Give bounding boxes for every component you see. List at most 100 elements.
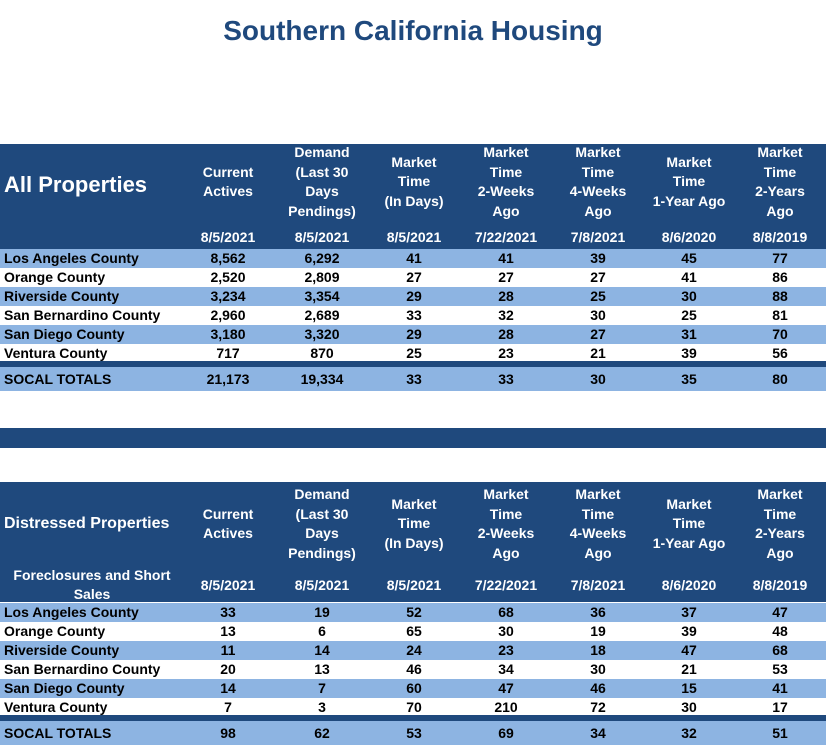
- cell-value: 88: [772, 288, 788, 304]
- county-name: San Diego County: [4, 680, 125, 696]
- totals-label: SOCAL TOTALS: [4, 371, 112, 387]
- column-header: Market Time 1-Year Ago: [652, 153, 726, 209]
- cell-value: 39: [681, 345, 697, 361]
- cell-value: 7: [224, 699, 232, 715]
- cell-value: 3,234: [210, 288, 246, 304]
- cell-value: 77: [772, 250, 788, 266]
- cell-value: 46: [406, 661, 422, 677]
- column-date: 8/5/2021: [294, 577, 350, 593]
- cell-value: 28: [498, 326, 514, 342]
- cell-value: 25: [681, 307, 697, 323]
- cell-value: 210: [494, 699, 518, 715]
- cell-value: 21: [681, 661, 697, 677]
- cell-value: 14: [314, 642, 330, 658]
- county-name: San Diego County: [4, 326, 125, 342]
- page-title: Southern California Housing: [223, 15, 603, 46]
- column-date: 7/22/2021: [474, 577, 538, 593]
- totals-row: SOCAL TOTALS 21,173 19,334 33 33 30 35 80: [0, 367, 826, 391]
- table-row: Los Angeles County 8,562 6,292 41 41 39 45 77: [0, 249, 826, 268]
- cell-value: 17: [772, 699, 788, 715]
- totals-separator: [0, 715, 826, 721]
- cell-value: 37: [681, 604, 697, 620]
- cell-value: 3: [318, 699, 326, 715]
- cell-value: 53: [772, 661, 788, 677]
- table-row: San Bernardino County 20 13 46 34 30 21 53: [0, 660, 826, 679]
- table-row: Riverside County 11 14 24 23 18 47 68: [0, 641, 826, 660]
- column-header: Current Actives: [202, 505, 254, 542]
- totals-label: SOCAL TOTALS: [4, 725, 112, 741]
- cell-value: 60: [406, 680, 422, 696]
- cell-value: 30: [590, 307, 606, 323]
- cell-value: 19: [590, 623, 606, 639]
- cell-value: 3,354: [304, 288, 340, 304]
- column-header: Market Time 2-Years Ago: [755, 144, 805, 219]
- cell-value: 2,689: [304, 307, 340, 323]
- column-date: 7/8/2021: [570, 577, 626, 593]
- column-date: 8/8/2019: [752, 229, 808, 245]
- cell-value: 25: [590, 288, 606, 304]
- cell-value: 56: [772, 345, 788, 361]
- cell-value: 30: [498, 623, 514, 639]
- column-header: Demand (Last 30 Days Pendings): [288, 486, 356, 561]
- column-header: Market Time (In Days): [384, 153, 444, 209]
- table-row: Los Angeles County 33 19 52 68 36 37 47: [0, 603, 826, 622]
- county-name: Orange County: [4, 623, 106, 639]
- table-row: San Diego County 3,180 3,320 29 28 27 31 70: [0, 325, 826, 344]
- column-header: Market Time 2-Weeks Ago: [477, 144, 535, 219]
- cell-value: 45: [681, 250, 697, 266]
- table-row: Ventura County 717 870 25 23 21 39 56: [0, 344, 826, 363]
- column-date: 8/5/2021: [386, 577, 442, 593]
- column-header: Current Actives: [202, 163, 254, 200]
- cell-value: 70: [772, 326, 788, 342]
- cell-value: 3,180: [210, 326, 246, 342]
- county-name: San Bernardino County: [4, 307, 161, 323]
- column-date: 8/5/2021: [294, 229, 350, 245]
- cell-value: 41: [772, 680, 788, 696]
- cell-value: 27: [406, 269, 422, 285]
- totals-separator: [0, 361, 826, 367]
- section-divider: [0, 428, 826, 448]
- cell-value: 41: [406, 250, 422, 266]
- cell-value: 47: [681, 642, 697, 658]
- cell-value: 11: [220, 642, 236, 658]
- cell-value: 29: [406, 288, 422, 304]
- column-date: 8/5/2021: [386, 229, 442, 245]
- column-date: 8/5/2021: [200, 577, 256, 593]
- column-date: 8/6/2020: [661, 229, 717, 245]
- cell-value: 30: [681, 288, 697, 304]
- cell-value: 70: [406, 699, 422, 715]
- total-value: 30: [590, 371, 606, 387]
- cell-value: 29: [406, 326, 422, 342]
- cell-value: 68: [772, 642, 788, 658]
- county-name: San Bernardino County: [4, 661, 161, 677]
- cell-value: 30: [681, 699, 697, 715]
- column-date: 8/8/2019: [752, 577, 808, 593]
- cell-value: 39: [681, 623, 697, 639]
- cell-value: 14: [220, 680, 236, 696]
- cell-value: 8,562: [210, 250, 246, 266]
- column-date: 8/5/2021: [200, 229, 256, 245]
- cell-value: 48: [772, 623, 788, 639]
- cell-value: 7: [318, 680, 326, 696]
- column-header: Market Time 4-Weeks Ago: [569, 486, 627, 561]
- total-value: 69: [498, 725, 514, 741]
- county-name: Orange County: [4, 269, 106, 285]
- total-value: 32: [681, 725, 697, 741]
- distressed-subheading: Foreclosures and Short Sales: [13, 567, 171, 602]
- cell-value: 86: [772, 269, 788, 285]
- cell-value: 2,809: [304, 269, 340, 285]
- all-properties-header: All Properties Current Actives 8/5/2021 De…: [0, 144, 826, 249]
- column-header: Market Time 2-Years Ago: [755, 486, 805, 561]
- total-value: 33: [498, 371, 514, 387]
- cell-value: 20: [220, 661, 236, 677]
- cell-value: 2,520: [210, 269, 246, 285]
- cell-value: 27: [590, 269, 606, 285]
- county-name: Ventura County: [4, 699, 108, 715]
- cell-value: 717: [216, 345, 240, 361]
- column-header: Market Time 2-Weeks Ago: [477, 486, 535, 561]
- total-value: 35: [681, 371, 697, 387]
- table-row: Riverside County 3,234 3,354 29 28 25 30 88: [0, 287, 826, 306]
- total-value: 33: [406, 371, 422, 387]
- cell-value: 33: [406, 307, 422, 323]
- cell-value: 32: [498, 307, 514, 323]
